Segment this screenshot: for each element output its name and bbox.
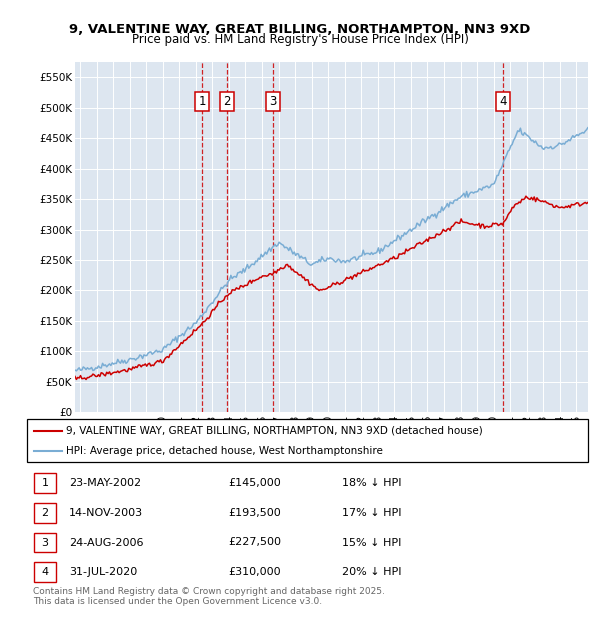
- Text: 15% ↓ HPI: 15% ↓ HPI: [342, 538, 401, 547]
- Text: 20% ↓ HPI: 20% ↓ HPI: [342, 567, 401, 577]
- Text: £145,000: £145,000: [228, 478, 281, 488]
- Text: Price paid vs. HM Land Registry's House Price Index (HPI): Price paid vs. HM Land Registry's House …: [131, 33, 469, 46]
- Text: 4: 4: [41, 567, 49, 577]
- Text: 18% ↓ HPI: 18% ↓ HPI: [342, 478, 401, 488]
- Text: 17% ↓ HPI: 17% ↓ HPI: [342, 508, 401, 518]
- Text: 1: 1: [41, 478, 49, 488]
- Text: 14-NOV-2003: 14-NOV-2003: [69, 508, 143, 518]
- Text: HPI: Average price, detached house, West Northamptonshire: HPI: Average price, detached house, West…: [66, 446, 383, 456]
- Text: £310,000: £310,000: [228, 567, 281, 577]
- Text: 4: 4: [500, 95, 507, 108]
- Text: £193,500: £193,500: [228, 508, 281, 518]
- Text: £227,500: £227,500: [228, 538, 281, 547]
- Text: 24-AUG-2006: 24-AUG-2006: [69, 538, 143, 547]
- Text: 2: 2: [223, 95, 230, 108]
- Text: 9, VALENTINE WAY, GREAT BILLING, NORTHAMPTON, NN3 9XD: 9, VALENTINE WAY, GREAT BILLING, NORTHAM…: [70, 23, 530, 35]
- Text: 31-JUL-2020: 31-JUL-2020: [69, 567, 137, 577]
- Text: Contains HM Land Registry data © Crown copyright and database right 2025.
This d: Contains HM Land Registry data © Crown c…: [33, 587, 385, 606]
- Text: 9, VALENTINE WAY, GREAT BILLING, NORTHAMPTON, NN3 9XD (detached house): 9, VALENTINE WAY, GREAT BILLING, NORTHAM…: [66, 426, 483, 436]
- Text: 3: 3: [41, 538, 49, 547]
- Text: 23-MAY-2002: 23-MAY-2002: [69, 478, 141, 488]
- Text: 1: 1: [199, 95, 206, 108]
- Text: 3: 3: [269, 95, 276, 108]
- Text: 2: 2: [41, 508, 49, 518]
